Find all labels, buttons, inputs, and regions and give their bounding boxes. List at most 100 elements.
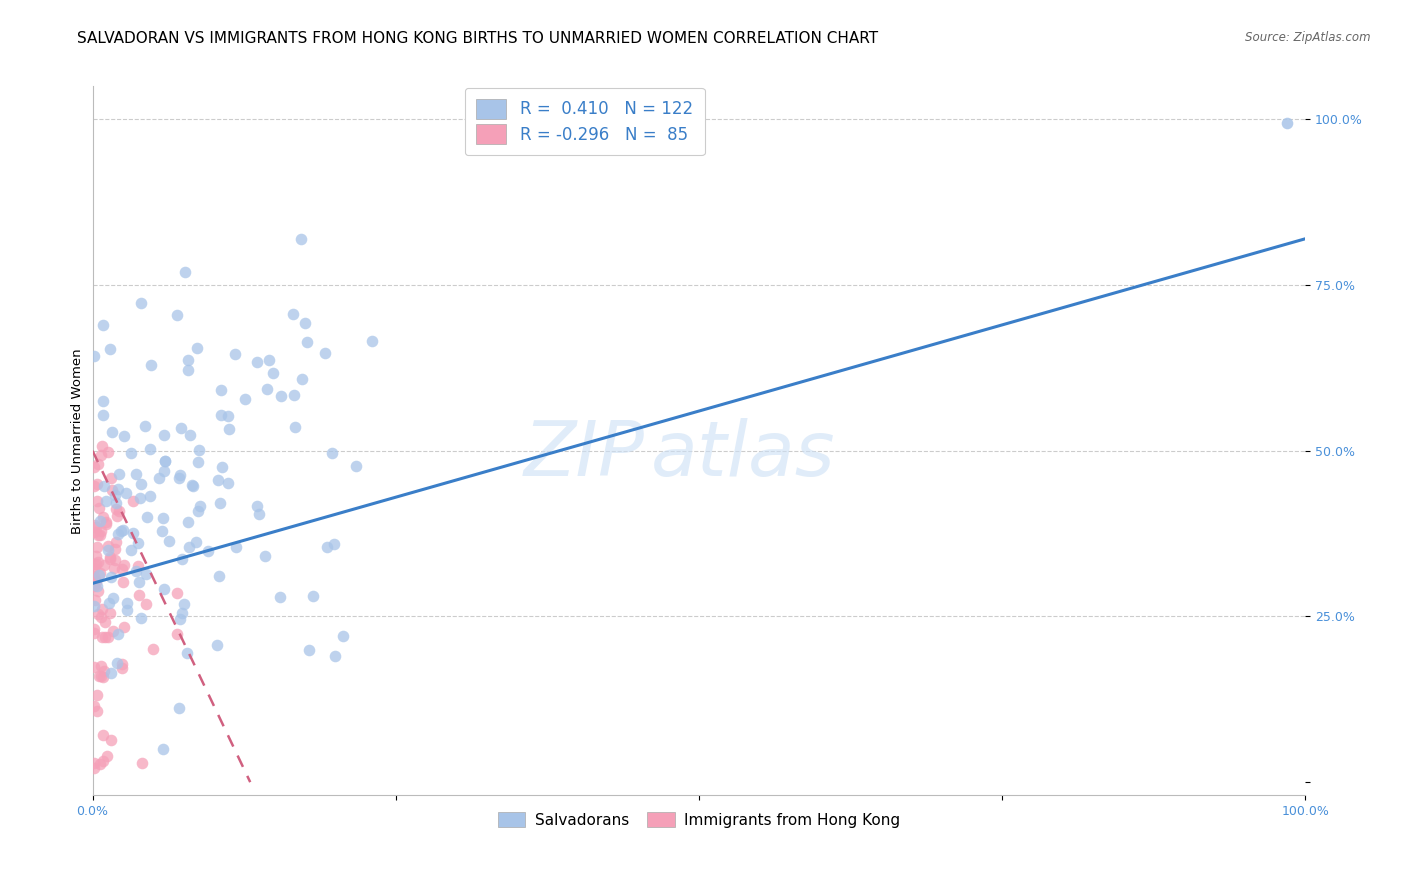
Point bbox=[138, 442, 160, 456]
Text: Source: ZipAtlas.com: Source: ZipAtlas.com bbox=[1246, 31, 1371, 45]
Point bbox=[322, 537, 344, 551]
Point bbox=[177, 362, 200, 376]
Point bbox=[84, 520, 107, 534]
Point bbox=[86, 583, 108, 598]
Point bbox=[152, 742, 174, 756]
Point bbox=[135, 597, 157, 611]
Point bbox=[91, 318, 114, 332]
Point bbox=[83, 761, 105, 775]
Point bbox=[111, 661, 134, 675]
Point bbox=[122, 493, 145, 508]
Point bbox=[100, 733, 122, 747]
Point bbox=[107, 482, 129, 496]
Point bbox=[169, 421, 191, 435]
Point bbox=[316, 540, 339, 554]
Point bbox=[217, 475, 239, 490]
Point bbox=[97, 596, 120, 610]
Point bbox=[97, 445, 120, 459]
Point bbox=[155, 454, 177, 468]
Point bbox=[83, 622, 105, 636]
Point bbox=[89, 567, 111, 582]
Point bbox=[152, 582, 174, 596]
Point bbox=[269, 590, 291, 604]
Point bbox=[253, 549, 276, 564]
Point bbox=[217, 409, 239, 423]
Point bbox=[111, 575, 134, 590]
Point bbox=[302, 589, 325, 603]
Point bbox=[170, 552, 193, 566]
Point bbox=[129, 476, 152, 491]
Point bbox=[86, 579, 108, 593]
Point bbox=[205, 638, 228, 652]
Point bbox=[209, 408, 232, 422]
Point bbox=[314, 345, 336, 359]
Point bbox=[325, 649, 347, 664]
Point bbox=[91, 439, 114, 453]
Point bbox=[104, 502, 127, 516]
Point bbox=[83, 599, 105, 613]
Point bbox=[179, 428, 201, 442]
Point bbox=[209, 384, 232, 398]
Point bbox=[111, 523, 134, 537]
Point bbox=[98, 550, 121, 565]
Point bbox=[91, 728, 114, 742]
Point bbox=[103, 561, 125, 575]
Point bbox=[173, 265, 195, 279]
Point bbox=[84, 549, 107, 564]
Point bbox=[94, 615, 117, 629]
Point bbox=[256, 382, 278, 396]
Point bbox=[89, 756, 111, 771]
Point bbox=[291, 372, 314, 386]
Point bbox=[83, 756, 105, 770]
Point bbox=[177, 540, 200, 554]
Point bbox=[83, 459, 105, 474]
Point bbox=[112, 558, 135, 572]
Point bbox=[153, 427, 176, 442]
Point bbox=[208, 496, 231, 510]
Point bbox=[83, 562, 105, 576]
Point bbox=[187, 504, 209, 518]
Point bbox=[103, 624, 125, 638]
Point bbox=[107, 526, 129, 541]
Point bbox=[83, 349, 105, 363]
Point bbox=[127, 536, 149, 550]
Point bbox=[197, 544, 219, 558]
Point bbox=[283, 420, 305, 434]
Point bbox=[83, 625, 105, 640]
Point bbox=[125, 564, 148, 578]
Point bbox=[247, 507, 270, 521]
Point bbox=[183, 478, 205, 492]
Point bbox=[89, 669, 111, 683]
Point bbox=[294, 316, 316, 330]
Point bbox=[84, 574, 107, 589]
Point bbox=[177, 515, 200, 529]
Point bbox=[283, 388, 305, 402]
Point bbox=[83, 557, 105, 571]
Point bbox=[90, 630, 112, 644]
Point bbox=[90, 659, 112, 673]
Point bbox=[83, 573, 105, 587]
Point bbox=[86, 607, 108, 621]
Point bbox=[186, 341, 208, 355]
Point bbox=[86, 688, 108, 702]
Point bbox=[129, 296, 152, 310]
Point bbox=[246, 354, 269, 368]
Point bbox=[104, 496, 127, 510]
Point bbox=[120, 542, 142, 557]
Point bbox=[125, 467, 148, 482]
Point bbox=[1275, 116, 1298, 130]
Point bbox=[93, 665, 115, 679]
Point bbox=[94, 630, 117, 644]
Point bbox=[290, 232, 312, 246]
Point bbox=[128, 575, 150, 590]
Point bbox=[103, 541, 125, 556]
Point bbox=[101, 591, 124, 605]
Point bbox=[91, 670, 114, 684]
Point bbox=[166, 586, 188, 600]
Point bbox=[112, 619, 135, 633]
Point bbox=[83, 569, 105, 583]
Point bbox=[298, 642, 321, 657]
Point bbox=[167, 701, 190, 715]
Point bbox=[225, 540, 247, 554]
Point bbox=[87, 457, 110, 471]
